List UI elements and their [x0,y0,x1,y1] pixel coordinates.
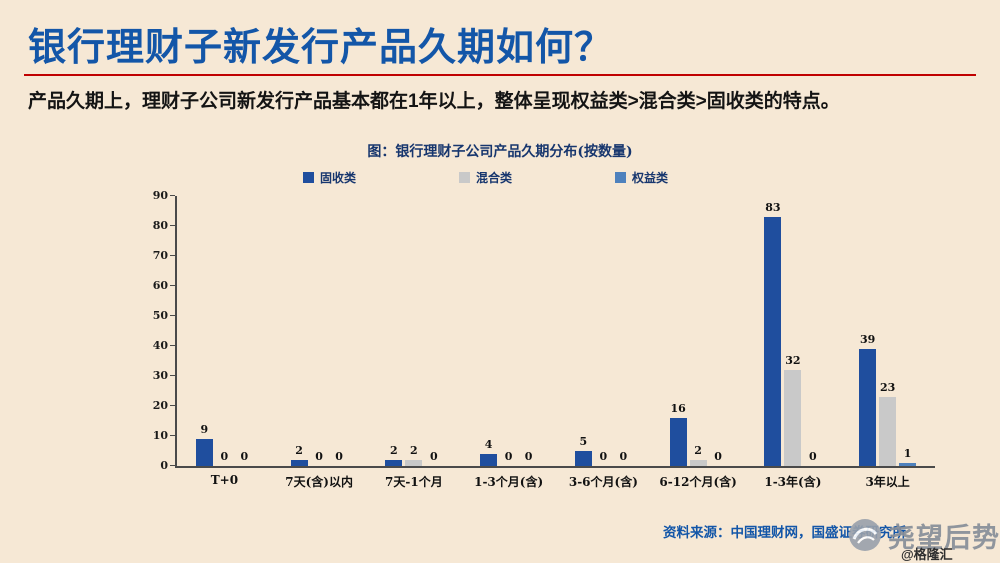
bar-value-label: 0 [504,450,513,463]
bar-value-label: 39 [859,333,876,346]
bar-value-label: 0 [220,450,229,463]
bar-groups: 9 0 0 T+0 2 0 0 7天(含)以内 2 2 0 7天-1个月 4 0 0 1-3个月(含) 5 0 0 3… [177,196,935,489]
swirl-circle-icon [849,519,881,551]
bar-value-label: 2 [410,444,418,457]
bar-value-label: 0 [240,450,249,463]
bar: 83 [764,201,782,466]
bar-value-label: 2 [390,444,398,457]
legend-item: 固收类 [303,169,356,186]
plot-area: 9 0 0 T+0 2 0 0 7天(含)以内 2 2 0 7天-1个月 4 0 0 1-3个月(含) 5 0 0 3… [153,189,935,489]
bar-value-label: 2 [694,444,702,457]
x-axis-category-label: 1-3年(含) [764,475,822,489]
bar-group: 16 2 0 6-12个月(含) [651,196,746,489]
bar-group: 83 32 0 1-3年(含) [746,196,841,489]
y-axis-tick-mark [170,405,175,406]
bar: 32 [784,354,802,466]
legend-swatch [459,172,471,183]
x-axis-category-label: 6-12个月(含) [659,475,737,489]
legend-item: 混合类 [459,169,512,186]
y-axis-tick-mark [170,225,175,226]
bar: 2 [290,444,308,466]
bar: 2 [405,444,423,466]
legend-item: 权益类 [615,169,668,186]
y-axis-tick-label: 90 [152,189,168,202]
bar-value-label: 0 [315,450,323,463]
y-axis-tick-label: 40 [152,339,168,353]
y-axis-tick-label: 20 [152,399,168,413]
legend-label: 混合类 [476,171,513,185]
legend-swatch [303,172,314,183]
x-axis-category-label: 1-3个月(含) [474,475,544,489]
bar-group: 5 0 0 3-6个月(含) [556,196,651,489]
bar: 9 [195,423,213,466]
bar: 4 [480,438,498,466]
y-axis-tick-mark [170,285,175,286]
bar-value-label: 32 [785,354,801,367]
bar: 23 [879,381,897,466]
y-axis-tick-label: 60 [152,279,168,293]
title-divider [24,74,976,76]
bar-value-label: 0 [809,450,817,463]
y-axis-tick-label: 50 [152,309,168,322]
page-title: 银行理财子新发行产品久期如何？ [28,27,614,69]
bar-value-label: 0 [599,450,608,463]
bar: 1 [899,447,917,466]
bar-value-label: 0 [335,450,343,463]
bar: 2 [689,444,707,466]
bar: 16 [669,402,687,466]
chart-title: 图：银行理财子公司产品久期分布(按数量) [367,144,633,160]
bar-group: 2 0 0 7天(含)以内 [272,196,367,489]
bar-value-label: 4 [484,438,493,451]
bar-group: 2 2 0 7天-1个月 [367,196,462,489]
bar-value-label: 0 [619,450,628,463]
bar-value-label: 5 [579,435,588,448]
x-axis-category-label: T+0 [210,473,239,487]
bar-value-label: 83 [765,201,781,214]
bar-value-label: 0 [714,450,722,463]
y-axis-tick-label: 0 [160,459,168,472]
y-axis-tick-mark [170,315,175,316]
y-axis-tick-mark [170,195,175,196]
x-axis-category-label: 3年以上 [865,475,910,489]
y-axis-tick-mark [170,345,175,346]
watermark-handle: @格隆汇 [901,547,953,562]
y-axis-tick-mark [170,255,175,256]
y-axis-tick-label: 30 [152,369,168,383]
bar-value-label: 16 [670,402,686,415]
bar: 5 [574,435,592,466]
legend-label: 权益类 [632,171,669,185]
y-axis-tick-mark [170,375,175,376]
watermark-name: 尧望后势 [888,523,1000,554]
legend-swatch [615,172,627,183]
bar-value-label: 1 [903,447,912,460]
bar-value-label: 0 [524,450,533,463]
bar-value-label: 9 [200,423,209,436]
page-subtitle: 产品久期上，理财子公司新发行产品基本都在1年以上，整体呈现权益类>混合类>固收类… [28,91,840,112]
x-axis-category-label: 7天(含)以内 [285,475,353,489]
y-axis-tick-label: 80 [152,219,168,233]
bar: 2 [385,444,403,466]
y-axis-tick-mark [170,465,175,466]
y-axis-tick-mark [170,435,175,436]
bar-group: 39 23 1 3年以上 [840,196,935,489]
x-axis-category-label: 7天-1个月 [385,475,443,489]
bar-group: 9 0 0 T+0 [177,196,272,487]
bar-value-label: 2 [295,444,303,457]
bar-group: 4 0 0 1-3个月(含) [461,196,556,489]
y-axis-tick-label: 10 [152,429,168,443]
y-axis-tick-label: 70 [152,249,168,262]
bar-value-label: 0 [430,450,438,463]
bar-value-label: 23 [879,381,896,394]
chart-legend: 固收类 混合类 权益类 [303,169,668,186]
source-note: 资料来源：中国理财网，国盛证券研究所 [663,525,906,540]
legend-label: 固收类 [320,171,357,185]
bar: 39 [859,333,877,466]
x-axis-category-label: 3-6个月(含) [568,475,638,489]
